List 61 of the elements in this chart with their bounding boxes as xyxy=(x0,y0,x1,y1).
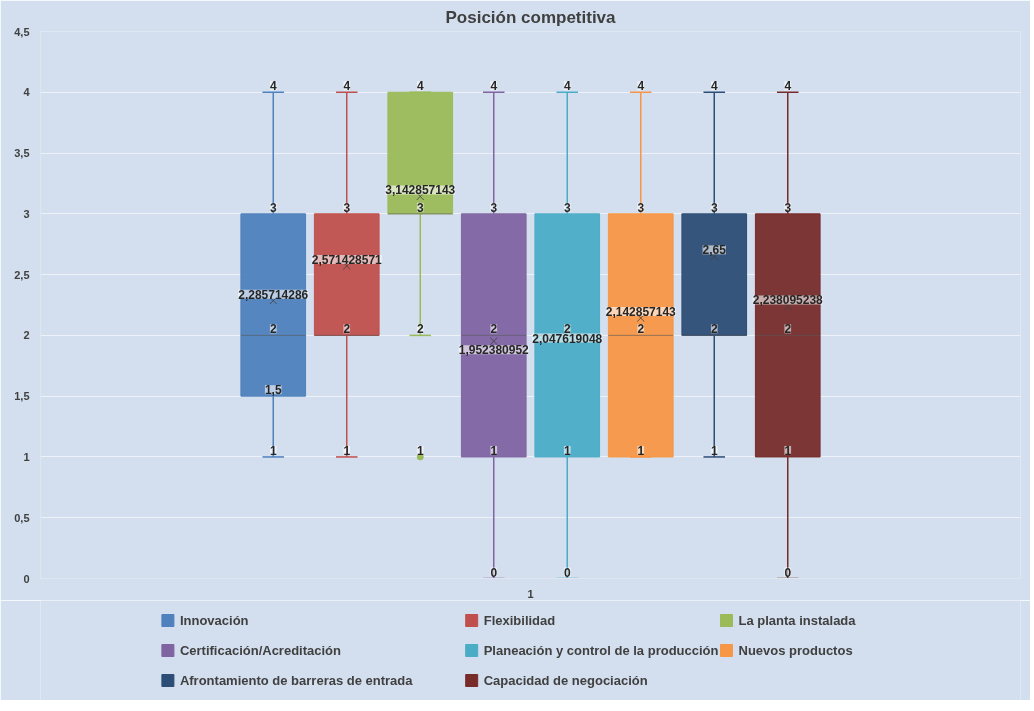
legend-label: Flexibilidad xyxy=(483,613,556,628)
annotation: 1,5 xyxy=(264,383,282,398)
chart-title: Posición competitiva xyxy=(445,7,617,27)
annotation: 3,142857143 xyxy=(385,183,456,198)
annotation: 1,952380952 xyxy=(458,343,530,358)
annotation: 1 xyxy=(343,443,351,458)
y-tick-label: 3,5 xyxy=(14,147,30,160)
annotation: 4 xyxy=(710,79,718,94)
annotation: 2 xyxy=(710,322,718,337)
annotation: 2,285714286 xyxy=(238,287,309,302)
y-tick-label: 1 xyxy=(23,450,30,463)
annotation: 2 xyxy=(343,322,351,337)
annotation: 4 xyxy=(343,79,351,94)
annotation: 3 xyxy=(784,200,792,215)
annotation: 2,65 xyxy=(702,243,727,258)
annotation: 4 xyxy=(490,79,498,94)
y-tick-label: 3 xyxy=(23,207,30,220)
y-tick-label: 4 xyxy=(23,86,31,99)
annotation: 1 xyxy=(784,443,792,458)
y-tick-label: 1,5 xyxy=(14,390,30,403)
annotation: 4 xyxy=(416,79,424,94)
legend-label: Planeación y control de la producción xyxy=(483,643,719,658)
annotation: 3 xyxy=(490,200,498,215)
annotation: 3 xyxy=(637,200,645,215)
annotation: 2 xyxy=(490,322,498,337)
legend-label: Certificación/Acreditación xyxy=(179,643,342,658)
y-tick-label: 0 xyxy=(23,572,30,585)
y-tick-label: 2 xyxy=(23,329,30,342)
annotation: 1 xyxy=(269,443,277,458)
annotation: 2 xyxy=(416,322,424,337)
annotation: 4 xyxy=(784,79,792,94)
annotation: 3 xyxy=(563,200,571,215)
annotation: 1 xyxy=(490,443,498,458)
annotation: 0 xyxy=(490,565,498,580)
annotation: 3 xyxy=(710,200,718,215)
y-tick-label: 0,5 xyxy=(14,511,30,524)
annotation: 2,142857143 xyxy=(605,305,677,320)
annotation: 4 xyxy=(637,79,645,94)
annotation: 4 xyxy=(563,79,571,94)
annotation: 2 xyxy=(269,322,277,337)
annotation: 1 xyxy=(637,443,645,458)
annotation: 3 xyxy=(269,200,277,215)
annotation: 2 xyxy=(637,322,645,337)
annotation: 1 xyxy=(710,443,718,458)
annotation: 0 xyxy=(563,565,571,580)
annotation: 0 xyxy=(784,565,792,580)
legend-label: Innovación xyxy=(179,613,249,628)
annotation: 2,571428571 xyxy=(311,252,383,267)
legend-label: La planta instalada xyxy=(738,613,857,628)
y-tick-label: 4,5 xyxy=(14,25,30,38)
annotation: 1 xyxy=(416,443,424,458)
legend-label: Nuevos productos xyxy=(738,643,853,658)
legend-label: Afrontamiento de barreras de entrada xyxy=(179,673,414,688)
annotation: 3 xyxy=(343,200,351,215)
annotation: 4 xyxy=(269,79,277,94)
annotation: 2 xyxy=(784,322,792,337)
y-tick-label: 2,5 xyxy=(14,268,30,281)
annotation: 3 xyxy=(416,200,424,215)
annotation: 2,238095238 xyxy=(752,293,824,308)
legend-label: Capacidad de negociación xyxy=(483,673,648,688)
annotation: 1 xyxy=(563,443,571,458)
